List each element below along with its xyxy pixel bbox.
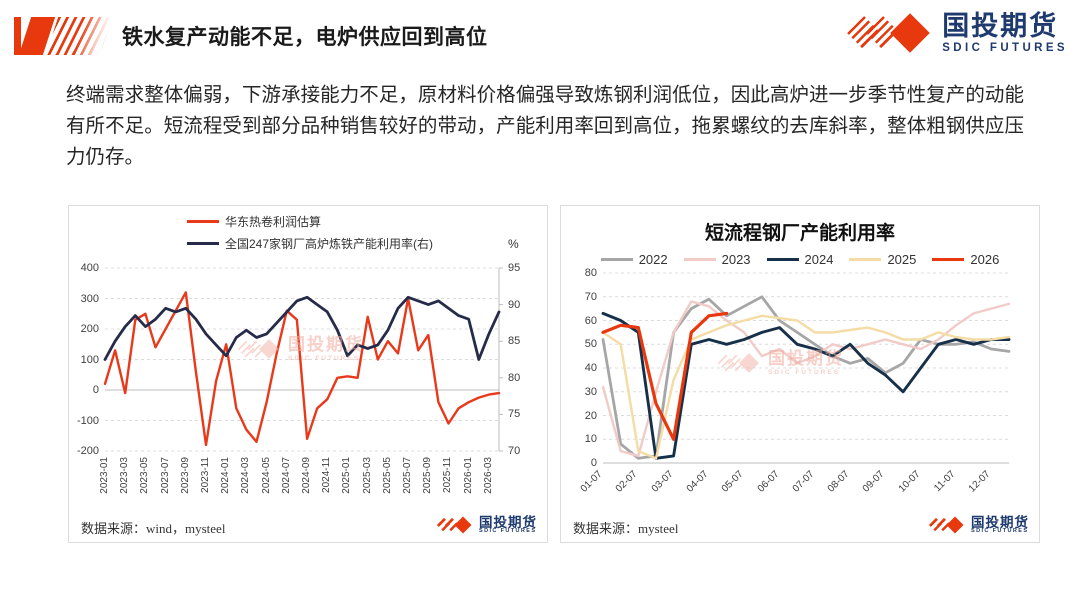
- legend-label: 华东热卷利润估算: [225, 215, 322, 229]
- chart-eaf-capacity-utilization: 短流程钢厂产能利用率 2022 2023 2024 2025 2026 80 70 60 50…: [560, 205, 1040, 543]
- legend-item-2023: 2023: [683, 252, 751, 267]
- x-tick-label: 2025-05: [381, 457, 393, 494]
- right-axis-line: [498, 267, 503, 452]
- brand-diamonds-icon: [928, 513, 968, 537]
- y-tick-label: -200: [76, 445, 99, 457]
- series-line-全国247家钢厂高炉炼铁产能利用率(右): [103, 295, 501, 361]
- y-tick-label: 90: [508, 298, 521, 311]
- x-tick-label: 2024-09: [301, 457, 313, 494]
- charts-row: 华东热卷利润估算 全国247家钢厂高炉炼铁产能利用率(右) 400 300 200 10…: [68, 205, 1040, 543]
- series-line-华东热卷利润估算: [103, 291, 501, 447]
- x-tick-label: 2024-05: [260, 457, 272, 494]
- x-tick-label: 2024-03: [240, 457, 252, 494]
- series-line-2024: [601, 311, 1011, 460]
- page-header: 铁水复产动能不足，电炉供应回到高位: [14, 16, 488, 56]
- footer-brand-logo: 国投期货 SDIC FUTURES: [928, 513, 1029, 537]
- series-line-2022: [601, 295, 1011, 460]
- axis-unit-label: %: [508, 237, 519, 251]
- x-tick-label: 2023-09: [179, 457, 191, 494]
- legend-item-华东热卷利润估算: 华东热卷利润估算: [187, 213, 433, 230]
- plot-canvas: [103, 267, 503, 452]
- y-tick-label: 85: [508, 335, 521, 348]
- data-source-label: 数据来源：mysteel: [573, 521, 679, 536]
- x-tick-label: 2025-07: [402, 457, 414, 494]
- x-tick-label: 2024-01: [220, 457, 232, 494]
- x-tick-label: 2023-01: [99, 457, 110, 494]
- accent-bar: [14, 17, 21, 55]
- plot-canvas: [601, 272, 1011, 464]
- x-tick-label: 2025-09: [422, 457, 434, 494]
- summary-text: 终端需求整体偏弱，下游承接能力不足，原材料价格偏强导致炼钢利润低位，因此高炉进一…: [66, 84, 1024, 169]
- legend-swatch-icon: [187, 219, 219, 224]
- accent-hatch-stripes: [45, 17, 113, 55]
- x-tick-label: 2024-11: [321, 457, 333, 493]
- x-tick-label: 2026-01: [462, 457, 474, 494]
- chart-hot-coil-profit-vs-bf-utilization: 华东热卷利润估算全国247家钢厂高炉炼铁产能利用率(右) 400 300 200 10…: [68, 205, 548, 543]
- y-tick-label: -100: [76, 414, 99, 427]
- x-tick-label: 2023-07: [159, 457, 171, 494]
- page-title: 铁水复产动能不足，电炉供应回到高位: [122, 26, 488, 49]
- legend: 2022 2023 2024 2025 2026: [561, 252, 1039, 267]
- y-tick-label: 95: [508, 262, 521, 274]
- footer-brand-logo: 国投期货 SDIC FUTURES: [436, 513, 537, 537]
- brand-diamonds-icon: [847, 4, 936, 62]
- legend-label: 2026: [970, 252, 1000, 267]
- data-source-label: 数据来源：wind，mysteel: [81, 521, 226, 536]
- y-tick-label: 300: [80, 292, 99, 305]
- brand-subtitle: SDIC FUTURES: [942, 41, 1068, 54]
- y-tick-label: 10: [584, 433, 597, 446]
- y-tick-label: 400: [80, 262, 99, 274]
- brand-logo: 国投期货 SDIC FUTURES: [847, 4, 1068, 62]
- y-tick-label: 60: [584, 314, 597, 327]
- y-tick-label: 0: [590, 457, 597, 469]
- legend-swatch-icon: [766, 257, 799, 262]
- y-tick-label: 75: [508, 408, 521, 421]
- x-tick-label: 2025-11: [442, 457, 454, 493]
- legend-label: 2024: [804, 252, 834, 267]
- legend-label: 2022: [638, 252, 668, 267]
- y-tick-label: 50: [584, 338, 597, 351]
- series-line-2023: [601, 300, 1011, 458]
- y-tick-label: 200: [80, 323, 99, 335]
- legend-swatch-icon: [849, 257, 882, 262]
- legend-item-2024: 2024: [766, 252, 834, 267]
- y-tick-label: 100: [80, 353, 99, 366]
- y-tick-label: 40: [584, 362, 597, 374]
- y-tick-label: 0: [92, 384, 99, 396]
- x-tick-label: 2023-11: [200, 457, 212, 493]
- legend-label: 2023: [721, 252, 751, 267]
- y-tick-label: 80: [584, 267, 597, 279]
- legend-swatch-icon: [683, 257, 716, 262]
- plot-area: 400 300 200 100 0 -100 -200 95 90 85 80 75 70% 2023-0…: [69, 206, 547, 542]
- legend-label: 全国247家钢厂高炉炼铁产能利用率(右): [225, 237, 434, 251]
- y-tick-label: 20: [584, 409, 597, 422]
- legend-swatch-icon: [187, 241, 219, 246]
- legend-item-全国247家钢厂高炉炼铁产能利用率(右): 全国247家钢厂高炉炼铁产能利用率(右): [187, 235, 433, 252]
- legend: 华东热卷利润估算全国247家钢厂高炉炼铁产能利用率(右): [187, 213, 433, 252]
- y-tick-label: 70: [584, 290, 597, 303]
- series-line-2025: [601, 314, 1011, 460]
- plot-area: 80 70 60 50 40 30 20 10 0 01-07 02-07 03-07 04-07 05-…: [561, 206, 1039, 542]
- legend-swatch-icon: [600, 257, 633, 262]
- legend-label: 2025: [887, 252, 917, 267]
- legend-item-2026: 2026: [932, 252, 999, 267]
- x-tick-label: 2026-03: [482, 457, 494, 494]
- x-tick-label: 2025-03: [361, 457, 373, 494]
- x-tick-label: 2023-03: [119, 457, 131, 494]
- chart-title: 短流程钢厂产能利用率: [704, 223, 895, 244]
- y-tick-label: 70: [508, 445, 521, 457]
- legend-item-2022: 2022: [600, 252, 668, 267]
- x-tick-label: 2024-07: [280, 457, 292, 494]
- brand-name: 国投期货: [942, 11, 1059, 42]
- series-line-2026: [601, 311, 729, 441]
- brand-diamonds-icon: [436, 513, 476, 537]
- x-tick-label: 2025-01: [341, 457, 353, 494]
- y-tick-label: 80: [508, 371, 521, 384]
- y-tick-label: 30: [584, 385, 597, 398]
- header-accent-icon: [14, 16, 113, 56]
- legend-swatch-icon: [932, 257, 965, 262]
- legend-item-2025: 2025: [849, 252, 916, 267]
- x-tick-label: 2023-05: [139, 457, 151, 494]
